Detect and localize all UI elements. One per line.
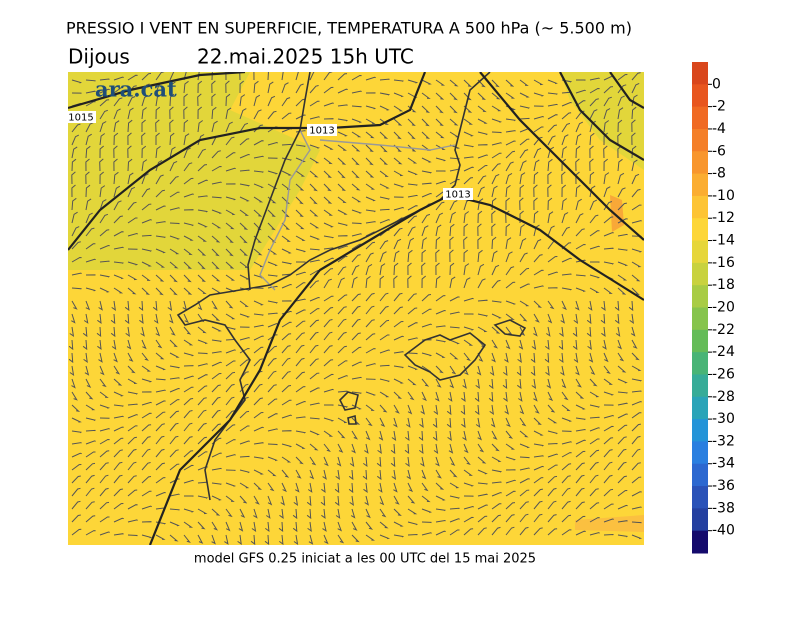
colorbar-label: -22 [712,322,735,338]
isobar-label-box [68,111,96,123]
colorbar-swatch [692,329,708,353]
colorbar-label: -30 [712,411,735,427]
border [259,129,456,291]
isobar [68,72,427,251]
isobar-label: 1013 [309,126,334,137]
colorbar-label: -4 [712,121,726,137]
isobar [559,72,644,161]
colorbar-label: -20 [712,300,735,316]
colorbar-swatch [692,374,708,398]
colorbar-swatch [692,195,708,219]
menorca [493,319,527,337]
day: Dijous [68,45,130,69]
colorbar-swatch [692,128,708,152]
coastline [247,72,311,291]
colorbar-label: -16 [712,255,735,271]
colorbar-label: -34 [712,456,735,472]
title: PRESSIO I VENT EN SUPERFICIE, TEMPERATUR… [66,19,632,38]
coastline [176,72,491,501]
ibiza [339,391,359,425]
isobar [609,72,644,109]
colorbar-swatch [692,307,708,331]
colorbar-label: -24 [712,344,735,360]
colorbar-swatch [692,352,708,375]
colorbar-swatch [692,240,708,264]
colorbar-label: -6 [712,143,726,159]
colorbar-label: -2 [712,99,726,115]
datetime: 22.mai.2025 15h UTC [197,45,414,69]
colorbar-label: 0 [712,76,721,92]
colorbar-swatch [692,508,708,532]
colorbar-label: -32 [712,433,735,449]
barb-field [68,72,643,545]
colorbar-label: -36 [712,478,735,494]
wind-barbs [68,72,643,545]
colorbar-label: -14 [712,233,735,249]
colorbar-label: -40 [712,523,735,539]
warm-area [575,515,644,532]
isobar-label-box [443,188,473,200]
isobar-label-box [307,124,337,136]
colorbar-label: -28 [712,389,735,405]
logo: ara.cat [95,77,177,102]
colorbar-swatch [692,218,708,242]
colorbar-swatch [692,151,708,175]
colorbar: 0 -2 -4 -6 -8 -10 -12 -14 -16 -18 -20 -22 -24 -26 -28 -… [692,62,735,554]
colorbar-swatch [692,285,708,308]
colorbar-swatch [692,419,708,442]
mallorca [403,332,487,381]
colorbar-swatch [692,463,708,487]
isobar-label: 1013 [445,190,470,201]
colorbar-swatch [692,106,708,130]
isobar-label: 1015 [68,113,93,124]
footer: model GFS 0.25 iniciat a les 00 UTC del … [194,552,536,567]
colorbar-swatch [692,441,708,465]
colorbar-label: -12 [712,210,735,226]
colorbar-label: -38 [712,500,735,516]
isobar [148,193,644,545]
colorbar-swatch [692,62,708,85]
colorbar-label: -8 [712,166,726,182]
isobar [68,72,246,110]
colorbar-swatch [692,262,708,286]
colorbar-swatch [692,486,708,509]
colorbar-label: -18 [712,277,735,293]
colorbar-label: -10 [712,188,735,204]
map: 1015 1013 1013 ara.cat [68,72,644,545]
colorbar-swatch [692,396,708,420]
isobar [479,72,644,241]
colorbar-swatch [692,84,708,108]
colorbar-swatch [692,530,708,554]
warm-area [610,195,624,232]
colorbar-label: -26 [712,366,735,382]
colorbar-swatch [692,173,708,197]
